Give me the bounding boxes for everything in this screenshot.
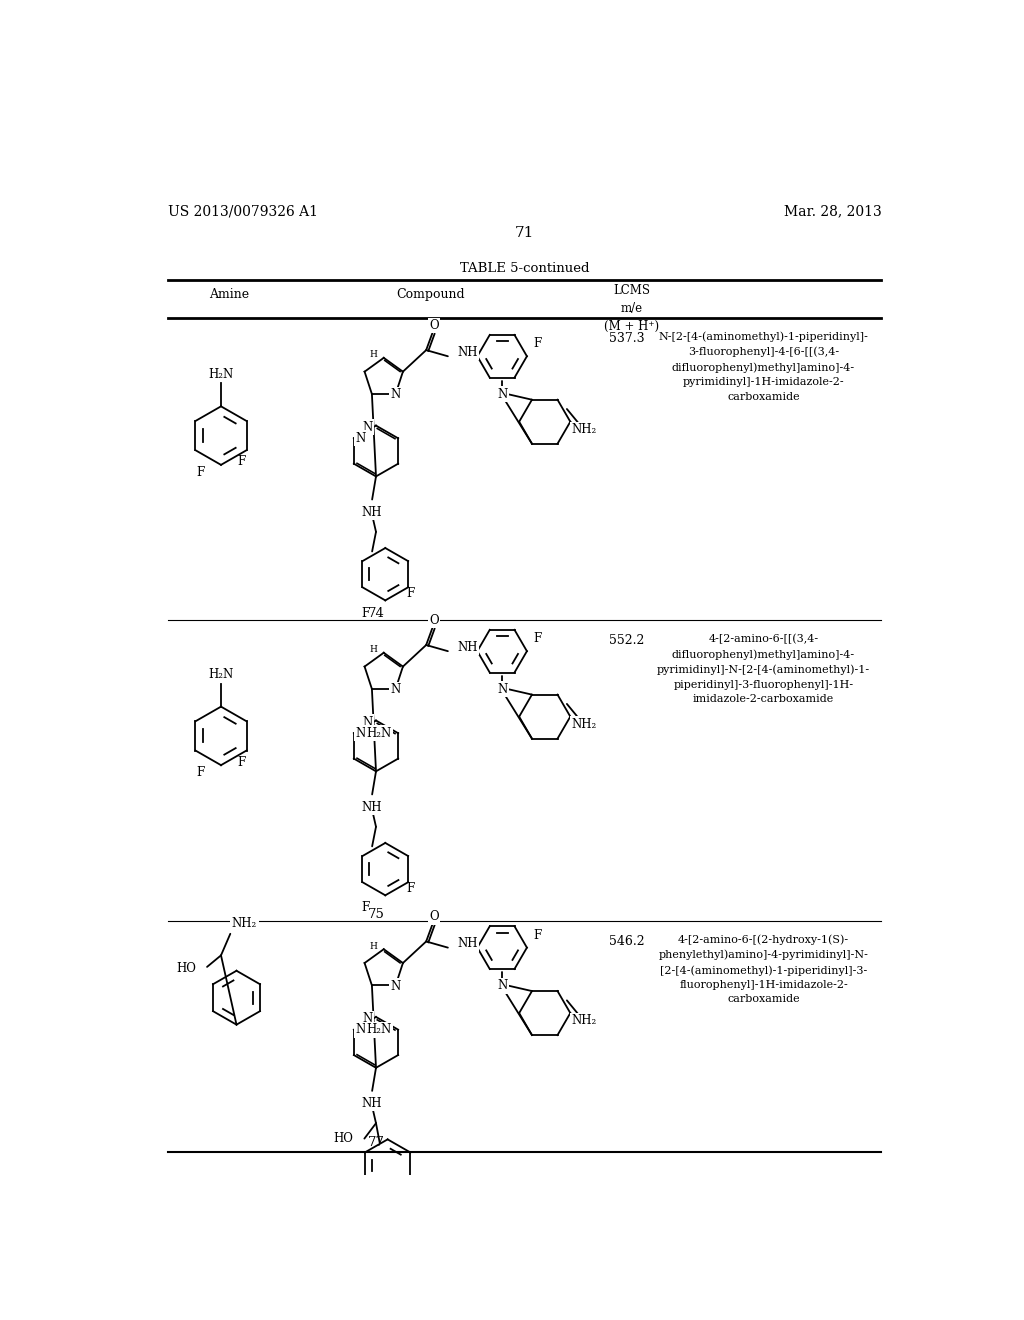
Text: H₂N: H₂N (367, 1023, 392, 1036)
Text: 71: 71 (515, 226, 535, 240)
Text: N: N (497, 979, 507, 993)
Text: N: N (355, 727, 366, 739)
Text: NH: NH (457, 640, 477, 653)
Text: N: N (497, 388, 507, 401)
Text: H₂N: H₂N (208, 668, 233, 681)
Text: NH: NH (361, 1097, 382, 1110)
Text: 4-[2-amino-6-[(2-hydroxy-1(S)-
phenylethyl)amino]-4-pyrimidinyl]-N-
[2-[4-(amino: 4-[2-amino-6-[(2-hydroxy-1(S)- phenyleth… (658, 935, 868, 1005)
Text: N-[2-[4-(aminomethyl)-1-piperidinyl]-
3-fluorophenyl]-4-[6-[[(3,4-
difluoropheny: N-[2-[4-(aminomethyl)-1-piperidinyl]- 3-… (658, 331, 868, 401)
Text: N: N (497, 682, 507, 696)
Text: NH₂: NH₂ (571, 422, 597, 436)
Text: TABLE 5-continued: TABLE 5-continued (460, 263, 590, 276)
Text: F: F (196, 466, 204, 479)
Text: H₂N: H₂N (208, 368, 233, 381)
Text: NH₂: NH₂ (571, 1014, 597, 1027)
Text: Compound: Compound (396, 288, 465, 301)
Text: Amine: Amine (209, 288, 249, 301)
Text: F: F (196, 767, 204, 779)
Text: NH: NH (361, 506, 382, 519)
Text: F: F (238, 455, 246, 469)
Text: F: F (238, 756, 246, 768)
Text: O: O (429, 319, 438, 331)
Text: H: H (370, 941, 378, 950)
Text: O: O (429, 614, 438, 627)
Text: F: F (534, 929, 542, 941)
Text: 77: 77 (368, 1137, 384, 1150)
Text: F: F (361, 902, 370, 915)
Text: 546.2: 546.2 (608, 935, 644, 948)
Text: 74: 74 (368, 607, 384, 620)
Text: NH: NH (361, 800, 382, 813)
Text: N: N (362, 1012, 373, 1026)
Text: F: F (361, 607, 370, 619)
Text: US 2013/0079326 A1: US 2013/0079326 A1 (168, 205, 318, 219)
Text: NH: NH (457, 937, 477, 950)
Text: N: N (355, 1023, 366, 1036)
Text: NH₂: NH₂ (231, 917, 257, 929)
Text: NH₂: NH₂ (571, 718, 597, 731)
Text: 552.2: 552.2 (608, 635, 644, 647)
Text: N: N (355, 432, 366, 445)
Text: F: F (407, 586, 415, 599)
Text: 4-[2-amino-6-[[(3,4-
difluorophenyl)methyl]amino]-4-
pyrimidinyl]-N-[2-[4-(amino: 4-[2-amino-6-[[(3,4- difluorophenyl)meth… (657, 635, 870, 704)
Text: 75: 75 (368, 908, 384, 920)
Text: LCMS
m/e
(M + H⁺): LCMS m/e (M + H⁺) (604, 284, 659, 333)
Text: F: F (534, 338, 542, 350)
Text: N: N (390, 979, 400, 993)
Text: N: N (362, 715, 373, 729)
Text: 537.3: 537.3 (608, 331, 644, 345)
Text: F: F (534, 632, 542, 645)
Text: N: N (362, 421, 373, 434)
Text: N: N (390, 684, 400, 696)
Text: Mar. 28, 2013: Mar. 28, 2013 (783, 205, 882, 219)
Text: N: N (390, 388, 400, 401)
Text: NH: NH (457, 346, 477, 359)
Text: F: F (407, 882, 415, 895)
Text: H: H (370, 350, 378, 359)
Text: H: H (370, 645, 378, 655)
Text: O: O (429, 911, 438, 923)
Text: H₂N: H₂N (367, 727, 392, 739)
Text: HO: HO (176, 962, 197, 975)
Text: HO: HO (333, 1133, 352, 1146)
